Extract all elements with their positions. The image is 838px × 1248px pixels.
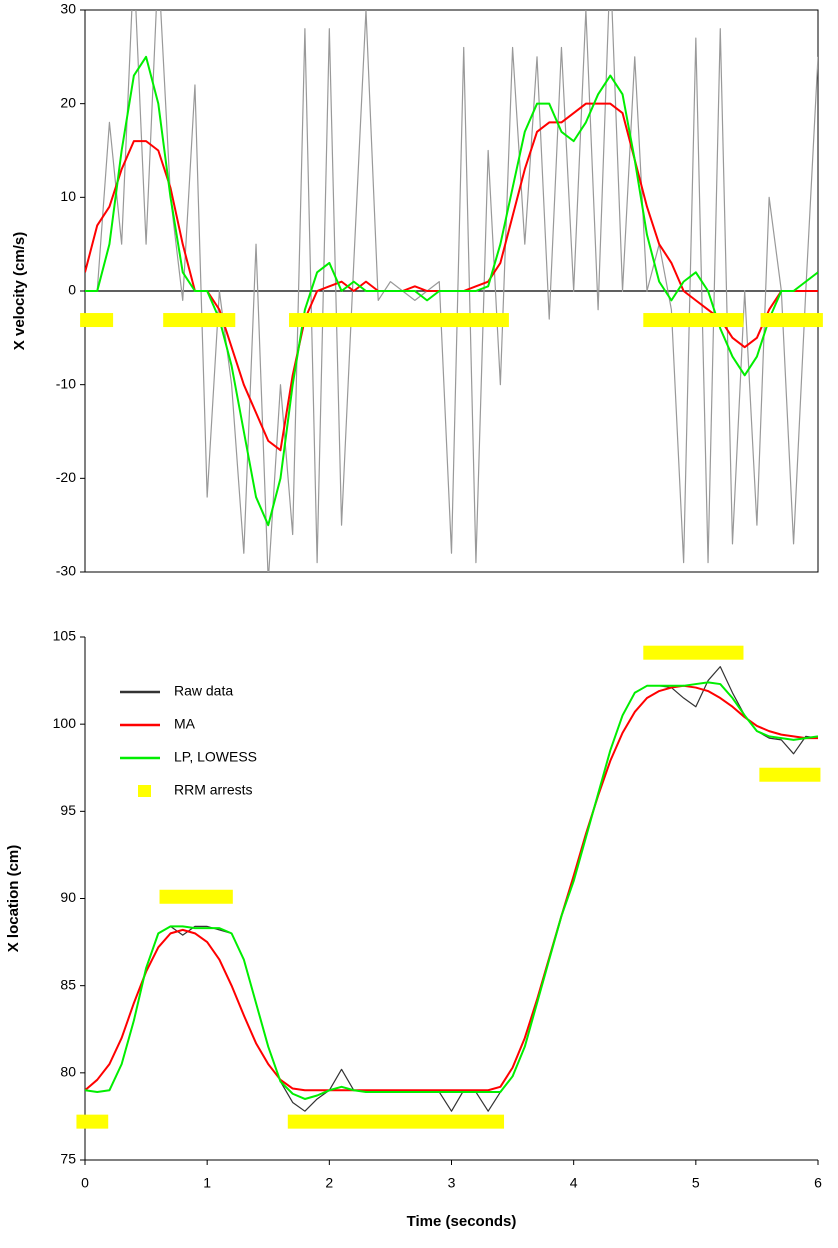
x-tick-label: 0 <box>81 1175 89 1191</box>
y-tick-label: 10 <box>60 188 76 204</box>
legend-label: MA <box>174 716 196 732</box>
arrest-bar <box>643 645 744 660</box>
y-tick-label: -10 <box>56 375 76 391</box>
arrest-bar <box>760 313 823 328</box>
arrest-bar <box>289 313 509 328</box>
y-tick-label: -20 <box>56 469 76 485</box>
y-tick-label: 20 <box>60 94 76 110</box>
y-tick-label: 30 <box>60 1 76 17</box>
y-tick-label: 90 <box>60 889 76 905</box>
arrest-bar <box>76 1114 109 1129</box>
x-tick-label: 4 <box>570 1175 578 1191</box>
y-axis-title: X location (cm) <box>5 845 22 953</box>
arrest-bar <box>287 1114 505 1129</box>
series-line <box>85 55 818 527</box>
series-line <box>85 666 818 1112</box>
y-tick-label: 105 <box>53 628 77 644</box>
y-axis-title: X velocity (cm/s) <box>11 232 28 350</box>
y-tick-label: 95 <box>60 802 76 818</box>
x-tick-label: 2 <box>325 1175 333 1191</box>
x-tick-label: 1 <box>203 1175 211 1191</box>
series-line <box>85 684 818 1092</box>
x-tick-label: 6 <box>814 1175 822 1191</box>
legend-swatch <box>138 785 151 797</box>
plot-area <box>85 10 818 572</box>
y-tick-label: -30 <box>56 563 76 579</box>
arrest-bar <box>80 313 114 328</box>
legend-label: Raw data <box>174 683 233 699</box>
y-tick-label: 0 <box>68 282 76 298</box>
series-line <box>85 102 818 452</box>
arrest-bar <box>643 313 744 328</box>
legend-label: LP, LOWESS <box>174 749 257 765</box>
arrest-bar <box>159 889 233 904</box>
x-tick-label: 3 <box>448 1175 456 1191</box>
series-line <box>85 681 818 1100</box>
arrest-bar <box>759 767 821 782</box>
y-tick-label: 100 <box>53 715 77 731</box>
x-axis-title: Time (seconds) <box>407 1213 517 1230</box>
arrest-bar <box>163 313 236 328</box>
legend-label: RRM arrests <box>174 782 253 798</box>
y-tick-label: 75 <box>60 1151 76 1167</box>
series-line <box>85 10 818 572</box>
y-tick-label: 85 <box>60 976 76 992</box>
plot-area <box>85 666 818 1112</box>
x-tick-label: 5 <box>692 1175 700 1191</box>
y-tick-label: 80 <box>60 1064 76 1080</box>
